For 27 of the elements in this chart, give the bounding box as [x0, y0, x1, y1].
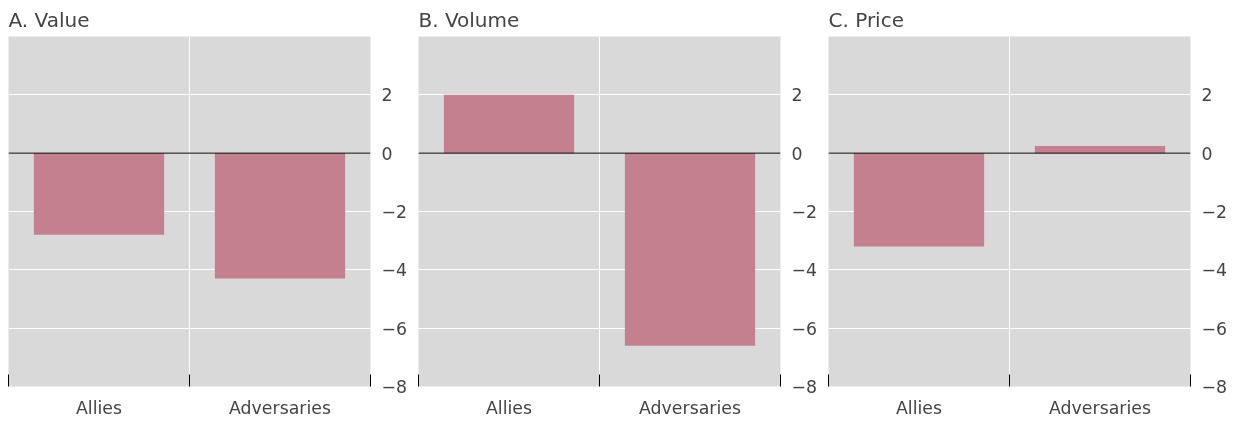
y-tick-label: −8 [791, 377, 818, 397]
x-tick-label: Adversaries [229, 397, 331, 418]
x-tick-label: Allies [486, 397, 533, 418]
y-tick-label: −2 [791, 202, 818, 222]
y-tick-label: 0 [381, 143, 393, 164]
y-tick-label: −6 [791, 318, 818, 339]
y-tick-label: 2 [791, 85, 803, 106]
y-tick-label: −4 [381, 260, 408, 281]
x-tick-label: Allies [76, 397, 123, 418]
y-tick-label: 0 [1201, 143, 1213, 164]
y-tick-label: −6 [381, 318, 408, 339]
chart-title: A. Value [8, 7, 90, 32]
y-tick-label: 2 [1201, 85, 1213, 106]
y-tick-label: −8 [381, 377, 408, 397]
y-tick-label: 2 [381, 85, 393, 106]
y-tick-label: −6 [1201, 318, 1228, 339]
chart-title: C. Price [828, 7, 904, 32]
x-tick-label: Adversaries [639, 397, 741, 418]
chart-title: B. Volume [418, 7, 520, 32]
y-tick-label: −4 [1201, 260, 1228, 281]
y-tick-label: −2 [381, 202, 408, 222]
y-tick-label: −8 [1201, 377, 1228, 397]
y-tick-label: 0 [791, 143, 803, 164]
x-tick-label: Allies [896, 397, 943, 418]
y-tick-label: −4 [791, 260, 818, 281]
x-tick-label: Adversaries [1049, 397, 1151, 418]
y-tick-label: −2 [1201, 202, 1228, 222]
